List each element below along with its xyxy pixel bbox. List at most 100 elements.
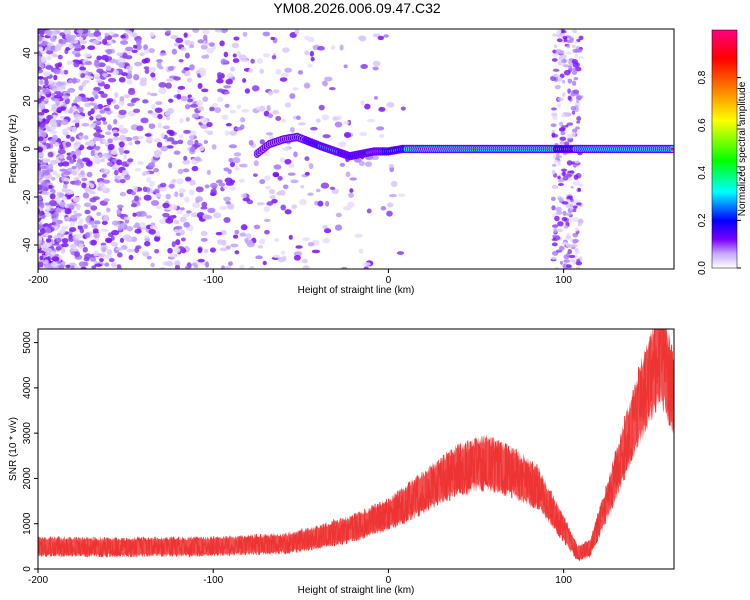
noise-blob bbox=[159, 52, 167, 56]
noise-blob bbox=[240, 224, 248, 231]
noise-blob bbox=[38, 76, 44, 80]
noise-blob bbox=[203, 140, 209, 144]
top-x-tick-label: 100 bbox=[555, 275, 572, 286]
noise-blob bbox=[102, 121, 108, 125]
noise-blob bbox=[104, 262, 110, 267]
noise-blob bbox=[128, 87, 135, 92]
noise-blob bbox=[215, 179, 223, 184]
noise-blob bbox=[377, 35, 385, 41]
band-blob bbox=[557, 97, 564, 102]
noise-blob bbox=[154, 249, 160, 254]
noise-blob bbox=[228, 157, 234, 163]
noise-blob bbox=[47, 235, 53, 239]
band-blob bbox=[559, 260, 564, 265]
noise-blob bbox=[100, 168, 105, 173]
noise-blob bbox=[53, 69, 61, 75]
noise-blob bbox=[324, 76, 333, 82]
band-blob bbox=[551, 242, 558, 247]
noise-blob bbox=[165, 261, 174, 267]
noise-blob bbox=[349, 188, 354, 193]
noise-blob bbox=[363, 266, 369, 269]
noise-blob bbox=[184, 196, 190, 203]
noise-blob bbox=[38, 136, 44, 141]
noise-blob bbox=[151, 103, 156, 110]
noise-blob bbox=[191, 165, 199, 172]
noise-blob bbox=[134, 228, 142, 234]
band-blob bbox=[571, 58, 579, 65]
band-blob bbox=[559, 127, 566, 132]
band-blob bbox=[560, 131, 566, 136]
noise-blob bbox=[179, 117, 184, 124]
band-blob bbox=[557, 161, 562, 167]
noise-blob bbox=[256, 202, 265, 206]
noise-blob bbox=[95, 129, 103, 133]
noise-blob bbox=[144, 240, 151, 247]
noise-blob bbox=[322, 237, 331, 244]
noise-blob bbox=[101, 246, 107, 253]
noise-blob bbox=[169, 215, 175, 221]
noise-blob bbox=[78, 132, 84, 136]
noise-blob bbox=[130, 191, 137, 196]
noise-blob bbox=[91, 265, 97, 269]
noise-blob bbox=[39, 29, 45, 36]
noise-blob bbox=[81, 157, 90, 162]
noise-blob bbox=[181, 69, 186, 74]
band-blob bbox=[551, 184, 559, 190]
noise-blob bbox=[132, 185, 138, 192]
noise-blob bbox=[50, 261, 59, 267]
noise-blob bbox=[251, 85, 260, 92]
noise-blob bbox=[282, 184, 289, 190]
band-blob bbox=[565, 124, 569, 128]
noise-blob bbox=[200, 237, 208, 242]
noise-blob bbox=[201, 88, 209, 93]
noise-blob bbox=[75, 203, 81, 211]
noise-blob bbox=[317, 46, 325, 51]
noise-blob bbox=[179, 216, 187, 223]
noise-blob bbox=[300, 184, 305, 189]
noise-blob bbox=[362, 262, 371, 266]
noise-blob bbox=[201, 201, 208, 208]
noise-blob bbox=[255, 255, 263, 260]
noise-blob bbox=[49, 139, 56, 145]
noise-blob bbox=[187, 98, 194, 103]
top-x-tick-label: 0 bbox=[386, 275, 392, 286]
colorbar: 0.0 0.2 0.4 0.6 0.8 Normalized spectral ampl… bbox=[697, 29, 748, 275]
noise-blob bbox=[259, 68, 264, 74]
band-blob bbox=[570, 259, 576, 263]
noise-blob bbox=[379, 133, 385, 138]
noise-blob bbox=[372, 66, 379, 71]
noise-blob bbox=[294, 29, 300, 35]
noise-blob bbox=[259, 238, 266, 245]
band-blob bbox=[566, 44, 571, 49]
noise-blob bbox=[146, 91, 151, 96]
noise-blob bbox=[166, 78, 175, 82]
noise-blob bbox=[171, 48, 178, 55]
noise-blob bbox=[45, 65, 54, 70]
chart-title: YM08.2026.006.09.47.C32 bbox=[273, 0, 441, 16]
noise-blob bbox=[55, 100, 60, 107]
noise-blob bbox=[240, 193, 247, 199]
noise-blob bbox=[55, 207, 61, 214]
noise-blob bbox=[45, 227, 52, 234]
noise-blob bbox=[234, 229, 240, 235]
noise-blob bbox=[46, 49, 54, 55]
noise-blob bbox=[330, 45, 336, 50]
noise-blob bbox=[328, 86, 336, 91]
noise-blob bbox=[182, 213, 191, 218]
noise-blob bbox=[298, 122, 306, 126]
noise-blob bbox=[279, 77, 288, 82]
noise-blob bbox=[131, 49, 138, 53]
noise-blob bbox=[131, 97, 140, 102]
noise-blob bbox=[147, 110, 153, 114]
noise-blob bbox=[39, 255, 44, 261]
noise-blob bbox=[93, 220, 101, 225]
noise-blob bbox=[267, 113, 274, 119]
bottom-y-tick-label: 4000 bbox=[22, 376, 33, 399]
noise-blob bbox=[94, 263, 103, 267]
band-blob bbox=[557, 175, 561, 180]
noise-blob bbox=[143, 235, 149, 239]
noise-blob bbox=[135, 43, 142, 51]
noise-blob bbox=[41, 41, 48, 46]
noise-blob bbox=[179, 192, 184, 198]
